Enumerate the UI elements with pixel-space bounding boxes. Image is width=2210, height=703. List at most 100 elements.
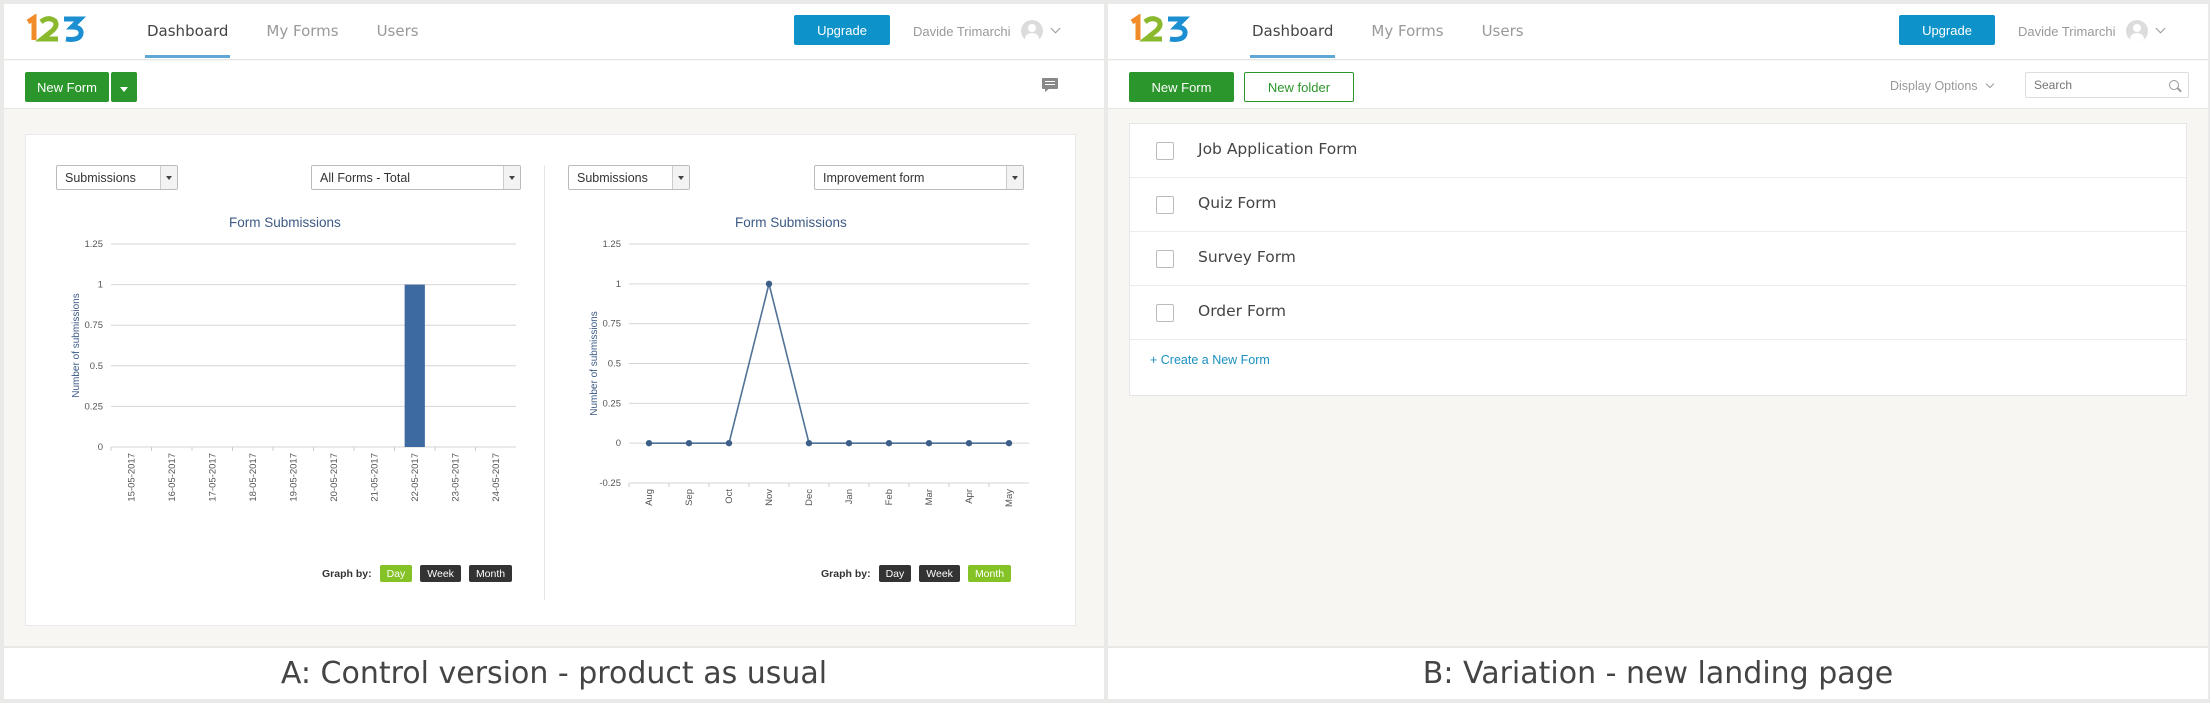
- logo-123-icon[interactable]: [24, 14, 94, 44]
- form-list-item[interactable]: Quiz Form: [1130, 178, 2186, 232]
- data-point: [845, 439, 853, 447]
- left-metric-value: Submissions: [65, 171, 136, 185]
- toolbar: New Form: [4, 61, 1104, 109]
- x-tick-label: 18-05-2017: [248, 453, 259, 502]
- nav-my-forms[interactable]: My Forms: [266, 22, 339, 40]
- display-options-dropdown[interactable]: Display Options: [1890, 79, 1994, 93]
- x-tick-label: 23-05-2017: [450, 453, 461, 502]
- form-list-item[interactable]: Order Form: [1130, 286, 2186, 340]
- new-form-dropdown-button[interactable]: [111, 72, 137, 102]
- x-tick-label: 16-05-2017: [167, 453, 178, 502]
- x-tick-label: Mar: [924, 489, 935, 505]
- nav-dashboard[interactable]: Dashboard: [144, 4, 231, 60]
- right-form-select[interactable]: Improvement form: [814, 165, 1024, 190]
- data-point: [765, 280, 773, 288]
- nav-users[interactable]: Users: [1481, 22, 1524, 40]
- dropdown-arrow-icon: [160, 166, 177, 189]
- y-tick-label: 0.75: [603, 319, 622, 330]
- y-tick-label: 0.5: [608, 359, 621, 370]
- graph-by-week-button[interactable]: Week: [420, 565, 461, 582]
- y-tick-label: 0.75: [85, 320, 104, 331]
- data-point: [645, 439, 653, 447]
- x-tick-label: Nov: [764, 489, 775, 506]
- data-point: [925, 439, 933, 447]
- chevron-down-icon: [1050, 23, 1060, 34]
- avatar-icon: [2125, 20, 2148, 42]
- form-list-item[interactable]: Job Application Form: [1130, 124, 2186, 178]
- left-metric-select[interactable]: Submissions: [56, 165, 178, 190]
- graph-by-label: Graph by:: [322, 567, 372, 580]
- x-tick-label: May: [1004, 489, 1015, 507]
- main-nav: Dashboard My Forms Users: [1249, 4, 1562, 60]
- form-name[interactable]: Order Form: [1198, 302, 1287, 320]
- form-checkbox[interactable]: [1156, 142, 1174, 160]
- x-tick-label: Jan: [844, 489, 855, 504]
- top-navigation-bar: Dashboard My Forms Users Upgrade Davide …: [1108, 4, 2208, 60]
- right-metric-value: Submissions: [577, 171, 648, 185]
- x-tick-label: 15-05-2017: [126, 453, 137, 502]
- y-tick-label: -0.25: [599, 478, 621, 489]
- x-tick-label: Dec: [804, 489, 815, 506]
- y-axis-label: Number of submissions: [589, 311, 600, 415]
- y-tick-label: 1.25: [85, 239, 104, 250]
- y-axis-label: Number of submissions: [71, 293, 82, 397]
- left-form-value: All Forms - Total: [320, 171, 411, 185]
- x-tick-label: Apr: [964, 489, 975, 504]
- form-checkbox[interactable]: [1156, 304, 1174, 322]
- x-tick-label: Sep: [684, 489, 695, 506]
- toolbar: New Form New folder: [1108, 61, 2208, 109]
- graph-by-week-button[interactable]: Week: [919, 565, 960, 582]
- user-menu[interactable]: Davide Trimarchi: [2018, 20, 2165, 42]
- x-tick-label: 17-05-2017: [207, 453, 218, 502]
- left-chart-title: Form Submissions: [229, 215, 341, 230]
- x-tick-label: Aug: [644, 489, 655, 506]
- x-tick-label: Feb: [884, 489, 895, 505]
- graph-by-day-button[interactable]: Day: [379, 565, 413, 582]
- left-bar-chart: 0 0.25 0.5 0.75 1 1.25 Number of submissions 15…: [71, 239, 516, 502]
- new-form-button[interactable]: New Form: [25, 72, 109, 102]
- graph-by-month-button[interactable]: Month: [967, 565, 1012, 582]
- user-name: Davide Trimarchi: [913, 23, 1011, 39]
- chevron-down-icon: [1985, 79, 1994, 89]
- dropdown-arrow-icon: [1006, 166, 1023, 189]
- search-input[interactable]: [2025, 72, 2189, 98]
- nav-my-forms[interactable]: My Forms: [1371, 22, 1444, 40]
- form-checkbox[interactable]: [1156, 196, 1174, 214]
- y-tick-label: 0.25: [603, 398, 622, 409]
- y-tick-label: 0: [616, 438, 621, 449]
- main-nav: Dashboard My Forms Users: [144, 4, 457, 60]
- upgrade-button[interactable]: Upgrade: [1899, 15, 1995, 45]
- logo-123-icon[interactable]: [1128, 14, 1198, 44]
- left-form-select[interactable]: All Forms - Total: [311, 165, 521, 190]
- new-form-button[interactable]: New Form: [1129, 72, 1234, 102]
- nav-users[interactable]: Users: [376, 22, 419, 40]
- top-navigation-bar: Dashboard My Forms Users Upgrade Davide …: [4, 4, 1104, 60]
- form-list-item[interactable]: Survey Form: [1130, 232, 2186, 286]
- graph-by-day-button[interactable]: Day: [878, 565, 912, 582]
- x-tick-label: Oct: [724, 489, 735, 504]
- upgrade-button[interactable]: Upgrade: [794, 15, 890, 45]
- form-name[interactable]: Job Application Form: [1198, 140, 1358, 158]
- form-name[interactable]: Survey Form: [1198, 248, 1296, 266]
- right-line-chart: -0.25 0 0.25 0.5 0.75 1 1.25 Number of submissi…: [589, 239, 1029, 507]
- form-checkbox[interactable]: [1156, 250, 1174, 268]
- graph-by-month-button[interactable]: Month: [468, 565, 513, 582]
- variation-panel: Dashboard My Forms Users Upgrade Davide …: [1108, 4, 2208, 646]
- display-options-label: Display Options: [1890, 79, 1978, 93]
- create-new-form-link[interactable]: + Create a New Form: [1150, 353, 1270, 367]
- comment-icon[interactable]: [1042, 78, 1058, 92]
- x-tick-label: 21-05-2017: [369, 453, 380, 502]
- x-tick-label: 22-05-2017: [410, 453, 421, 502]
- dropdown-arrow-icon: [672, 166, 689, 189]
- nav-dashboard[interactable]: Dashboard: [1249, 4, 1336, 60]
- search-icon[interactable]: [2169, 80, 2179, 90]
- user-menu[interactable]: Davide Trimarchi: [913, 20, 1060, 42]
- graph-by-label: Graph by:: [821, 567, 871, 580]
- dashboard-charts-card: Submissions All Forms - Total Submission…: [25, 134, 1076, 626]
- new-folder-button[interactable]: New folder: [1244, 72, 1354, 102]
- caption-control: A: Control version - product as usual: [4, 648, 1104, 699]
- right-metric-select[interactable]: Submissions: [568, 165, 690, 190]
- data-point: [685, 439, 693, 447]
- form-name[interactable]: Quiz Form: [1198, 194, 1277, 212]
- y-tick-label: 0.25: [85, 401, 104, 412]
